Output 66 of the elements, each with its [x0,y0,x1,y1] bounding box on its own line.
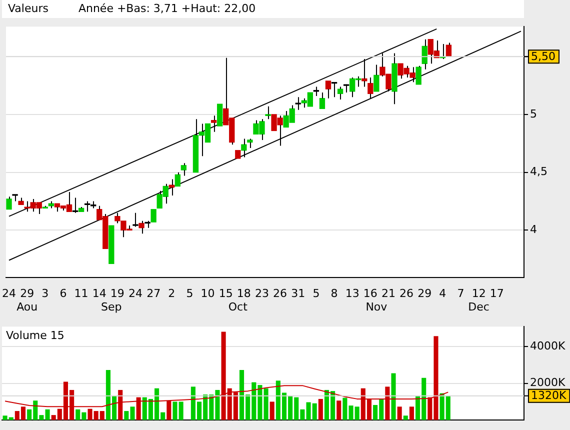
x-tick-label: 5 [312,287,320,300]
bar [264,388,268,420]
candlestick [210,115,217,132]
x-tick-label: 2 [168,287,176,300]
x-tick-label: 3 [42,287,49,300]
x-tick-label: 4 [439,287,446,300]
y-tick-label: 2000K [530,376,566,390]
candlestick [392,52,398,105]
x-tick-label: 26 [273,287,288,300]
bar [318,398,323,420]
x-tick-label: 26 [400,287,414,300]
candlestick [265,106,271,120]
bar [336,400,342,420]
candlestick [180,162,187,176]
candlestick [18,197,24,206]
x-tick-label: 17 [490,287,504,300]
x-tick-label: Nov [366,300,388,314]
bar [403,416,408,420]
x-tick-label: 10 [200,287,215,300]
bar [397,406,402,420]
candlestick [6,196,12,210]
candlestick [337,86,344,100]
x-tick-label: 29 Aou [16,287,38,314]
x-tick-label: 11 [74,287,88,300]
x-tick-label: 29 [418,287,432,300]
candlestick [12,194,18,202]
candlestick [247,138,253,149]
ref-line-label: 5,50 [531,50,556,64]
y-tick-label: 4,5 [530,165,548,178]
candlestick [241,138,247,158]
bar [409,406,414,420]
candlestick [362,58,368,88]
ref-line-label: 1320K [531,389,567,402]
candlestick [319,92,326,110]
chart-title: Volume 15 [6,328,64,342]
x-tick-label: 27 [146,287,161,300]
x-tick-label: 12 Dec [468,287,490,314]
x-tick-label: 15 [218,287,233,300]
bar [391,373,396,420]
candlestick [132,212,138,226]
candlestick [374,64,380,92]
y-tick-label: 4 [530,223,537,236]
x-tick-label: 8 [330,287,338,300]
candlestick [168,178,174,196]
chart-title: Valeurs [8,2,48,15]
x-tick-label: 24 [128,287,142,300]
x-tick-label: 19 [110,287,124,300]
x-tick-label: 5 [186,287,194,300]
x-tick-label: Sep [101,300,122,314]
bar [270,402,274,420]
x-tick-label: Oct [228,300,248,314]
y-tick-label: 4000K [530,340,566,353]
x-tick-label: 31 [291,287,306,300]
y-tick-label: 5 [530,107,537,120]
x-tick-label: 14 [92,287,106,300]
candlestick [368,76,374,99]
x-tick-label: 18 [236,287,251,300]
x-tick-label: 24 [2,287,16,300]
chart-subtitle: Année +Bas: 3,71 +Haut: 22,00 [78,2,256,15]
candlestick [422,38,428,70]
x-tick-label: 7 [457,287,464,300]
x-tick-label: 16 [363,287,378,300]
x-tick-label: 23 [254,287,269,300]
x-tick-label: 6 [60,287,67,300]
x-tick-label: 21 [381,287,396,300]
x-tick-label: 13 [345,287,360,300]
